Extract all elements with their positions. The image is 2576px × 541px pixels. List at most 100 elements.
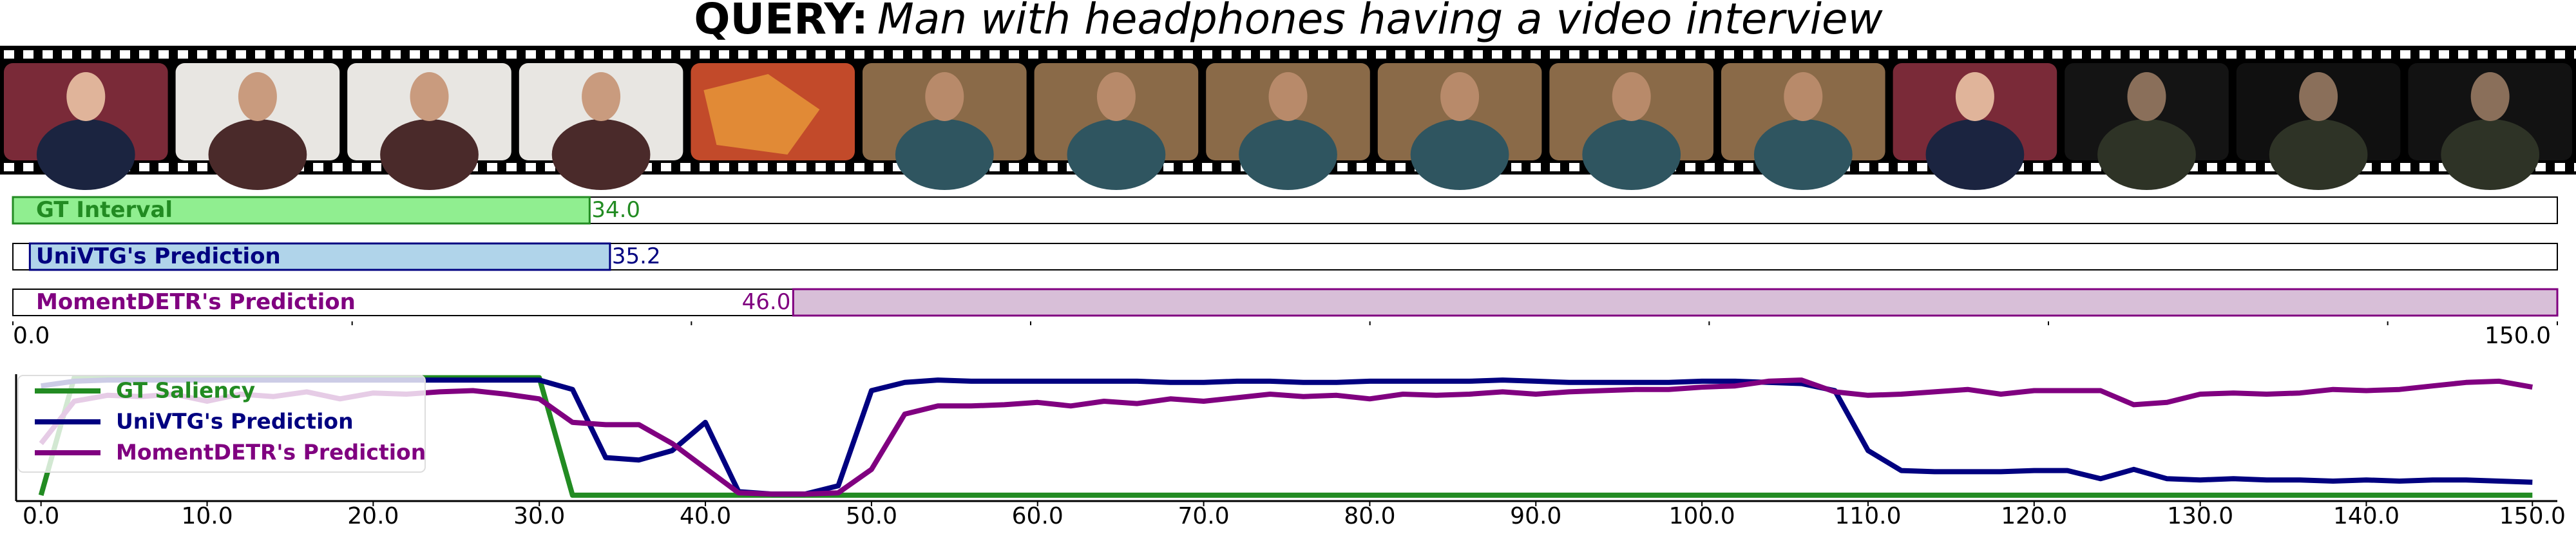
interval-bar bbox=[28, 242, 611, 271]
sprocket-hole bbox=[313, 163, 323, 171]
sprocket-hole bbox=[1627, 50, 1637, 59]
sprocket-hole bbox=[1395, 163, 1406, 171]
sprocket-hole bbox=[313, 50, 323, 59]
frame-head bbox=[1096, 72, 1136, 121]
frame-body bbox=[1753, 119, 1853, 190]
sprocket-hole bbox=[43, 50, 53, 59]
x-tick-label: 80.0 bbox=[1344, 503, 1395, 529]
sprocket-hole bbox=[1743, 50, 1753, 59]
sprocket-hole bbox=[1299, 50, 1309, 59]
sprocket-hole bbox=[4, 163, 14, 171]
sprocket-hole bbox=[661, 163, 671, 171]
sprocket-hole bbox=[352, 163, 362, 171]
frame-head bbox=[2470, 72, 2510, 121]
sprocket-hole bbox=[1260, 50, 1270, 59]
sprocket-hole bbox=[816, 163, 826, 171]
sprocket-hole bbox=[719, 163, 729, 171]
sprocket-hole bbox=[1859, 50, 1869, 59]
sprocket-hole bbox=[951, 50, 961, 59]
sprocket-hole bbox=[1163, 50, 1174, 59]
sprocket-hole bbox=[1473, 50, 1483, 59]
sprocket-hole bbox=[468, 50, 478, 59]
sprocket-hole bbox=[2207, 50, 2217, 59]
sprocket-hole bbox=[2342, 50, 2352, 59]
sprocket-hole bbox=[1492, 50, 1502, 59]
sprocket-hole bbox=[1994, 50, 2005, 59]
sprocket-hole bbox=[2226, 163, 2237, 171]
sprocket-hole bbox=[1743, 163, 1753, 171]
sprocket-hole bbox=[989, 50, 1000, 59]
sprocket-hole bbox=[371, 163, 381, 171]
sprocket-hole bbox=[448, 50, 459, 59]
sprocket-hole bbox=[197, 50, 207, 59]
frame-head bbox=[1440, 72, 1480, 121]
sprocket-hole bbox=[158, 50, 169, 59]
sprocket-hole bbox=[912, 50, 922, 59]
x-tick-label: 110.0 bbox=[1835, 503, 1901, 529]
sprocket-hole bbox=[2419, 163, 2430, 171]
sprocket-hole bbox=[429, 50, 439, 59]
sprocket-hole bbox=[1241, 50, 1251, 59]
sprocket-hole bbox=[2072, 50, 2082, 59]
sprocket-hole bbox=[4, 50, 14, 59]
frame-body bbox=[1239, 119, 1337, 190]
sprocket-hole bbox=[1183, 163, 1193, 171]
sprocket-hole bbox=[1318, 50, 1328, 59]
frame-head bbox=[1268, 72, 1308, 121]
frame-head bbox=[1784, 72, 1823, 121]
sprocket-hole bbox=[1840, 50, 1850, 59]
sprocket-hole bbox=[700, 163, 710, 171]
sprocket-hole bbox=[371, 50, 381, 59]
frame-body bbox=[551, 119, 651, 190]
sprocket-hole bbox=[1550, 50, 1560, 59]
x-tick-label: 0.0 bbox=[13, 323, 50, 349]
sprocket-hole bbox=[1917, 163, 1927, 171]
x-tick-label: 0.0 bbox=[23, 503, 59, 529]
sprocket-hole bbox=[2555, 50, 2565, 59]
sprocket-hole bbox=[873, 163, 884, 171]
x-tick-label: 60.0 bbox=[1012, 503, 1064, 529]
frame-head bbox=[1612, 72, 1651, 121]
sprocket-hole bbox=[2574, 163, 2576, 171]
sprocket-hole bbox=[410, 50, 420, 59]
sprocket-hole bbox=[777, 163, 787, 171]
sprocket-hole bbox=[1009, 50, 1019, 59]
frame-body bbox=[2441, 119, 2540, 190]
sprocket-hole bbox=[2246, 163, 2256, 171]
sprocket-hole bbox=[2477, 50, 2488, 59]
sprocket-hole bbox=[1434, 50, 1444, 59]
sprocket-hole bbox=[2052, 163, 2063, 171]
sprocket-hole bbox=[873, 50, 884, 59]
sprocket-hole bbox=[158, 163, 169, 171]
x-tick-label: 50.0 bbox=[846, 503, 897, 529]
sprocket-hole bbox=[738, 50, 749, 59]
sprocket-hole bbox=[178, 50, 188, 59]
sprocket-hole bbox=[2458, 50, 2468, 59]
sprocket-hole bbox=[2168, 50, 2179, 59]
x-tick-label: 20.0 bbox=[347, 503, 399, 529]
sprocket-hole bbox=[758, 163, 768, 171]
sprocket-hole bbox=[332, 50, 343, 59]
sprocket-hole bbox=[1608, 50, 1618, 59]
frame-body bbox=[380, 119, 479, 190]
sprocket-hole bbox=[2033, 163, 2043, 171]
interval-bar bbox=[792, 288, 2559, 317]
sprocket-hole bbox=[1898, 50, 1908, 59]
sprocket-hole bbox=[1086, 50, 1096, 59]
sprocket-hole bbox=[1685, 50, 1695, 59]
sprocket-hole bbox=[2323, 50, 2333, 59]
sprocket-hole bbox=[1125, 50, 1135, 59]
sprocket-hole bbox=[1704, 50, 1715, 59]
sprocket-hole bbox=[2033, 50, 2043, 59]
frame-body bbox=[1410, 119, 1509, 190]
sprocket-hole bbox=[2497, 50, 2507, 59]
sprocket-hole bbox=[661, 50, 671, 59]
sprocket-hole bbox=[1163, 163, 1174, 171]
sprocket-hole bbox=[1917, 50, 1927, 59]
sprocket-hole bbox=[2535, 163, 2546, 171]
sprocket-hole bbox=[2014, 50, 2024, 59]
sprocket-hole bbox=[178, 163, 188, 171]
sprocket-hole bbox=[758, 50, 768, 59]
query-label: QUERY: bbox=[694, 0, 868, 44]
